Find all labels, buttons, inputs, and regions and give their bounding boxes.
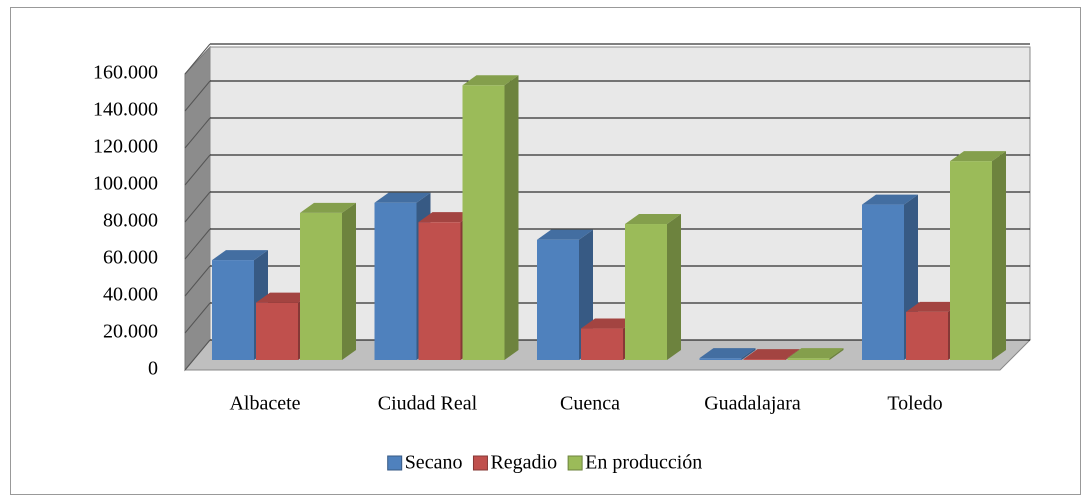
y-tick-label: 60.000 xyxy=(103,247,158,269)
bar xyxy=(625,214,681,360)
y-tick-label: 40.000 xyxy=(103,284,158,306)
bar-top xyxy=(950,151,1006,162)
bar-side xyxy=(829,348,844,360)
bar-front xyxy=(537,239,579,360)
grid-line-side xyxy=(184,154,211,186)
legend-swatch xyxy=(472,455,488,471)
bar-top xyxy=(537,229,593,240)
bar-front xyxy=(418,222,461,360)
legend-swatch xyxy=(387,455,403,471)
bar-top xyxy=(300,202,356,213)
bar-front xyxy=(212,260,254,360)
bar-top xyxy=(581,318,637,329)
x-tick-label: Toledo xyxy=(887,393,942,415)
grid-line xyxy=(184,117,1030,149)
grid-line-side xyxy=(184,191,211,223)
bar-front xyxy=(743,359,786,360)
bar xyxy=(699,348,756,360)
bar-top xyxy=(462,75,519,86)
legend-label: En producción xyxy=(585,452,702,474)
bar-side xyxy=(741,348,756,360)
bar-front xyxy=(625,224,667,360)
grid-line-side xyxy=(184,43,211,75)
bar-top xyxy=(625,214,681,225)
bar-side xyxy=(504,75,519,361)
y-tick-label: 20.000 xyxy=(103,321,158,343)
y-tick-label: 120.000 xyxy=(93,136,158,158)
bar-front xyxy=(300,212,342,360)
bar-front xyxy=(862,204,904,360)
legend-label: Secano xyxy=(405,452,463,474)
bar-top xyxy=(374,192,431,203)
grid-line-side xyxy=(184,80,211,112)
bar xyxy=(300,202,356,360)
bar-top xyxy=(418,212,475,223)
grid-line xyxy=(184,154,1030,186)
bar-top xyxy=(906,301,962,312)
grid-line-side xyxy=(184,117,211,149)
x-tick-label: Ciudad Real xyxy=(378,393,478,415)
x-tick-label: Cuenca xyxy=(560,393,620,415)
grid-line xyxy=(184,80,1030,112)
bar xyxy=(950,151,1006,360)
bar-front xyxy=(950,161,992,360)
y-tick-label: 140.000 xyxy=(93,99,158,121)
bar-front xyxy=(462,85,505,361)
x-tick-label: Albacete xyxy=(229,393,300,415)
bar-side xyxy=(992,151,1006,360)
y-tick-label: 160.000 xyxy=(93,62,158,84)
grid-line xyxy=(184,191,1030,223)
bar-top xyxy=(699,348,756,359)
grid-line-side xyxy=(184,302,211,334)
bar-top xyxy=(212,250,268,261)
y-tick-label: 80.000 xyxy=(103,210,158,232)
grid-line xyxy=(184,43,1030,75)
x-tick-label: Guadalajara xyxy=(704,393,801,415)
bar xyxy=(787,348,844,360)
bar-top xyxy=(743,349,800,360)
bar-front xyxy=(787,358,830,360)
y-tick-label: 100.000 xyxy=(93,173,158,195)
bar-top xyxy=(862,194,918,205)
bar-top xyxy=(787,348,844,359)
bar-side xyxy=(667,214,681,360)
bar-front xyxy=(699,358,742,360)
bar-front xyxy=(256,302,298,360)
bar xyxy=(462,75,519,361)
legend-label: Regadio xyxy=(490,452,557,474)
grid-line-side xyxy=(184,228,211,260)
bar-side xyxy=(342,202,356,360)
bar-top xyxy=(256,292,312,303)
legend-swatch xyxy=(567,455,583,471)
grid-line-side xyxy=(184,339,211,371)
grid-line-side xyxy=(184,265,211,297)
bar-front xyxy=(906,311,948,360)
y-tick-label: 0 xyxy=(148,358,158,380)
bar-front xyxy=(374,202,417,360)
bar-front xyxy=(581,328,623,360)
